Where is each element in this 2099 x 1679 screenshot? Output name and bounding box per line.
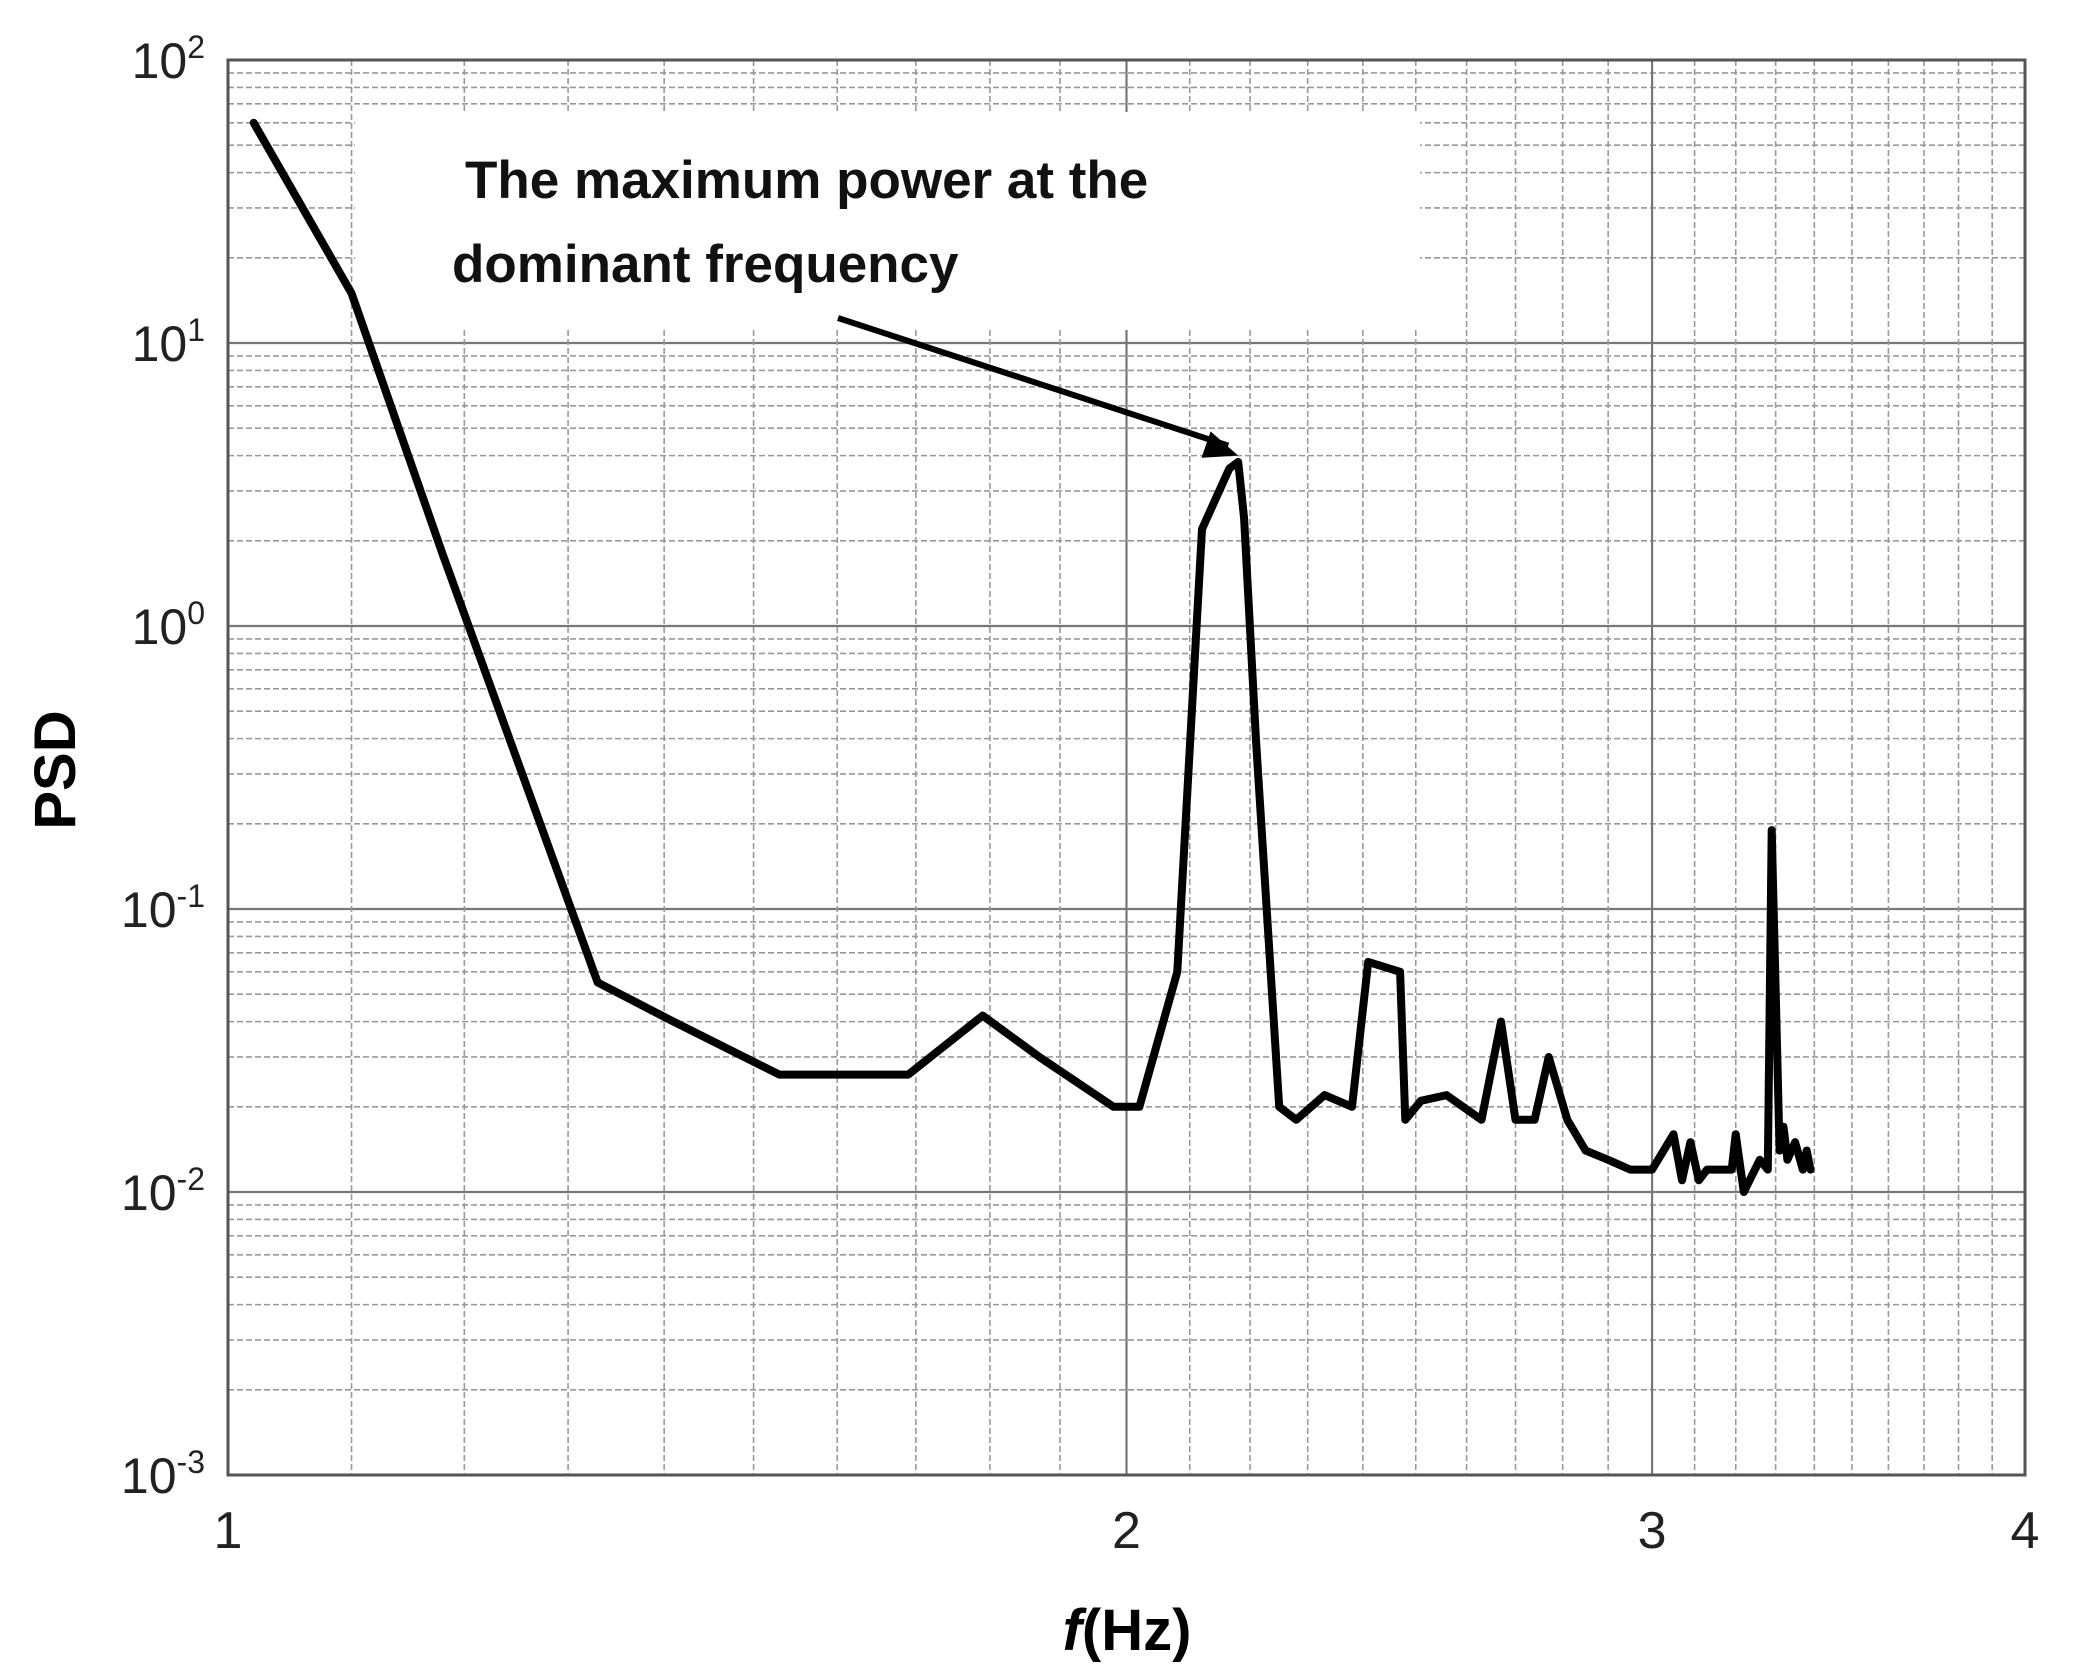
y-tick-label: 10-1 bbox=[121, 878, 205, 938]
y-axis-title: PSD bbox=[23, 710, 88, 829]
y-tick-exponent: 0 bbox=[187, 595, 205, 631]
annotation-arrow-shaft bbox=[837, 315, 1230, 449]
x-axis-ticks: 1 2 3 4 bbox=[214, 1502, 2040, 1560]
y-tick-label: 10-2 bbox=[121, 1161, 205, 1221]
x-tick-label: 4 bbox=[2011, 1502, 2040, 1560]
annotation-arrow-head bbox=[1201, 431, 1239, 458]
psd-series-line bbox=[249, 118, 1815, 1196]
annotation: The maximum power at the dominant frequen… bbox=[355, 112, 1420, 458]
x-tick-label: 1 bbox=[214, 1502, 243, 1560]
y-tick-base: 10 bbox=[121, 1165, 177, 1221]
y-tick-exponent: 2 bbox=[187, 29, 205, 65]
y-tick-label: 101 bbox=[132, 312, 205, 372]
series-group bbox=[249, 118, 1815, 1196]
x-axis-title-unit: (Hz) bbox=[1082, 1598, 1192, 1663]
y-tick-exponent: -1 bbox=[177, 878, 205, 914]
y-tick-exponent: -3 bbox=[177, 1444, 205, 1480]
annotation-box bbox=[355, 112, 1420, 330]
y-tick-base: 10 bbox=[121, 1448, 177, 1504]
y-tick-label: 102 bbox=[132, 29, 205, 89]
x-axis-title: f(Hz) bbox=[1063, 1598, 1192, 1663]
plot-frame bbox=[226, 58, 2027, 1477]
y-tick-exponent: -2 bbox=[177, 1161, 205, 1197]
x-tick-label: 2 bbox=[1112, 1502, 1141, 1560]
x-tick-label: 3 bbox=[1638, 1502, 1667, 1560]
y-tick-base: 10 bbox=[121, 882, 177, 938]
y-tick-label: 100 bbox=[132, 595, 205, 655]
y-tick-base: 10 bbox=[132, 316, 188, 372]
annotation-text-line: The maximum power at the bbox=[465, 151, 1148, 210]
y-tick-base: 10 bbox=[132, 33, 188, 89]
y-tick-exponent: 1 bbox=[187, 312, 205, 348]
annotation-text-line: dominant frequency bbox=[452, 235, 959, 294]
y-tick-base: 10 bbox=[132, 599, 188, 655]
y-tick-label: 10-3 bbox=[121, 1444, 205, 1504]
